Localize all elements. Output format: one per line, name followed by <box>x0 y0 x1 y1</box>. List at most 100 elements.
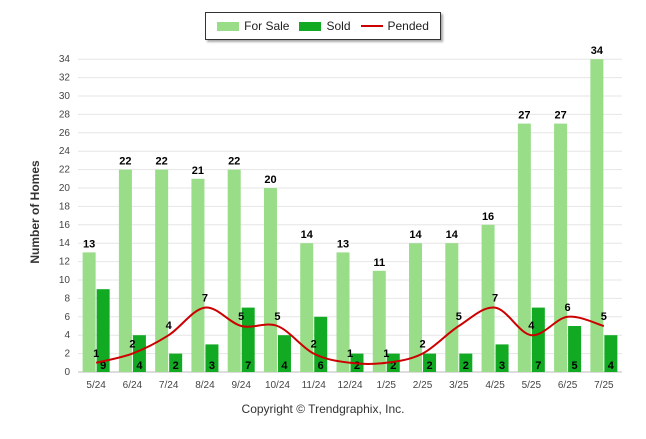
data-label-for-sale: 22 <box>228 156 240 168</box>
y-tick-label: 6 <box>64 312 70 323</box>
data-label-pended: 5 <box>601 311 607 323</box>
bar-for-sale <box>263 188 277 372</box>
copyright-text: Copyright © Trendgraphix, Inc. <box>241 402 405 416</box>
bar-for-sale <box>481 224 495 372</box>
data-label-pended: 1 <box>347 348 353 360</box>
x-tick-label: 6/25 <box>558 380 578 391</box>
data-label-sold: 6 <box>318 360 324 372</box>
data-label-pended: 2 <box>129 339 135 351</box>
y-tick-label: 22 <box>59 165 71 176</box>
legend-label-for-sale: For Sale <box>244 19 290 33</box>
y-tick-label: 2 <box>64 349 70 360</box>
bar-for-sale <box>118 169 132 372</box>
data-label-sold: 2 <box>463 360 469 372</box>
x-tick-label: 9/24 <box>231 380 251 391</box>
y-tick-label: 18 <box>59 201 71 212</box>
y-tick-label: 8 <box>64 293 70 304</box>
data-label-for-sale: 34 <box>591 45 604 57</box>
x-tick-label: 12/24 <box>337 380 362 391</box>
data-label-for-sale: 14 <box>446 229 459 241</box>
data-label-for-sale: 14 <box>409 229 422 241</box>
x-tick-label: 5/24 <box>86 380 106 391</box>
bar-for-sale <box>155 169 169 372</box>
bar-sold <box>604 335 618 372</box>
data-label-for-sale: 13 <box>83 238 95 250</box>
data-label-for-sale: 21 <box>192 165 204 177</box>
x-tick-label: 6/24 <box>123 380 143 391</box>
bar-for-sale <box>554 123 568 372</box>
bar-sold <box>277 335 291 372</box>
data-label-pended: 7 <box>202 293 208 305</box>
legend-swatch-sold <box>299 21 322 31</box>
data-label-for-sale: 20 <box>264 174 276 186</box>
y-tick-label: 28 <box>59 109 71 120</box>
y-tick-label: 0 <box>64 367 70 378</box>
bar-for-sale <box>300 243 314 372</box>
data-label-sold: 4 <box>608 360 615 372</box>
data-label-for-sale: 13 <box>337 238 349 250</box>
y-tick-label: 26 <box>59 128 71 139</box>
bar-sold <box>459 353 473 372</box>
data-label-sold: 7 <box>245 360 251 372</box>
bar-for-sale <box>191 178 205 372</box>
bar-for-sale <box>590 59 604 372</box>
bar-sold <box>241 307 255 372</box>
data-label-for-sale: 22 <box>156 156 168 168</box>
y-tick-label: 14 <box>59 238 71 249</box>
legend-swatch-for-sale <box>217 21 240 31</box>
bar-sold <box>96 289 110 372</box>
legend-item-for-sale[interactable]: For Sale <box>217 19 289 33</box>
data-label-pended: 1 <box>383 348 389 360</box>
data-label-for-sale: 11 <box>373 257 385 269</box>
legend-label-sold: Sold <box>326 19 351 33</box>
bar-for-sale <box>372 270 386 372</box>
data-label-for-sale: 27 <box>518 110 530 122</box>
bar-for-sale <box>336 252 350 372</box>
bar-for-sale <box>517 123 531 372</box>
bar-sold <box>531 307 545 372</box>
y-tick-label: 4 <box>64 330 70 341</box>
data-label-for-sale: 22 <box>119 156 131 168</box>
bar-sold <box>132 335 146 372</box>
bar-sold <box>568 326 582 372</box>
x-tick-label: 7/25 <box>594 380 614 391</box>
x-tick-label: 2/25 <box>413 380 433 391</box>
legend: For Sale Sold Pended <box>205 12 441 40</box>
data-label-sold: 3 <box>499 360 505 372</box>
x-tick-label: 11/24 <box>302 380 327 391</box>
bar-sold <box>169 353 183 372</box>
series-line-pended <box>95 306 605 365</box>
y-tick-label: 32 <box>59 73 71 84</box>
x-tick-label: 10/24 <box>265 380 290 391</box>
bar-sold <box>495 344 509 372</box>
data-label-sold: 2 <box>390 360 396 372</box>
data-label-pended: 1 <box>93 348 99 360</box>
legend-label-pended: Pended <box>387 19 429 33</box>
data-label-sold: 4 <box>136 360 143 372</box>
legend-item-sold[interactable]: Sold <box>299 19 351 33</box>
bar-sold <box>205 344 219 372</box>
y-axis-title: Number of Homes <box>28 160 42 264</box>
y-tick-label: 12 <box>59 257 71 268</box>
y-tick-label: 34 <box>59 54 71 65</box>
x-tick-label: 4/25 <box>485 380 505 391</box>
data-label-sold: 5 <box>572 360 578 372</box>
data-label-pended: 2 <box>419 339 425 351</box>
bar-sold <box>423 353 437 372</box>
bar-for-sale <box>82 252 96 372</box>
data-label-pended: 6 <box>565 302 571 314</box>
data-label-sold: 7 <box>535 360 541 372</box>
x-tick-label: 7/24 <box>159 380 179 391</box>
y-tick-label: 24 <box>59 146 71 157</box>
data-label-for-sale: 14 <box>301 229 314 241</box>
data-label-pended: 7 <box>492 293 498 305</box>
data-label-pended: 4 <box>528 320 535 332</box>
data-label-sold: 2 <box>426 360 432 372</box>
legend-swatch-pended <box>360 25 383 27</box>
data-label-pended: 5 <box>456 311 462 323</box>
bar-for-sale <box>409 243 423 372</box>
legend-item-pended[interactable]: Pended <box>360 19 429 33</box>
data-label-pended: 5 <box>238 311 244 323</box>
